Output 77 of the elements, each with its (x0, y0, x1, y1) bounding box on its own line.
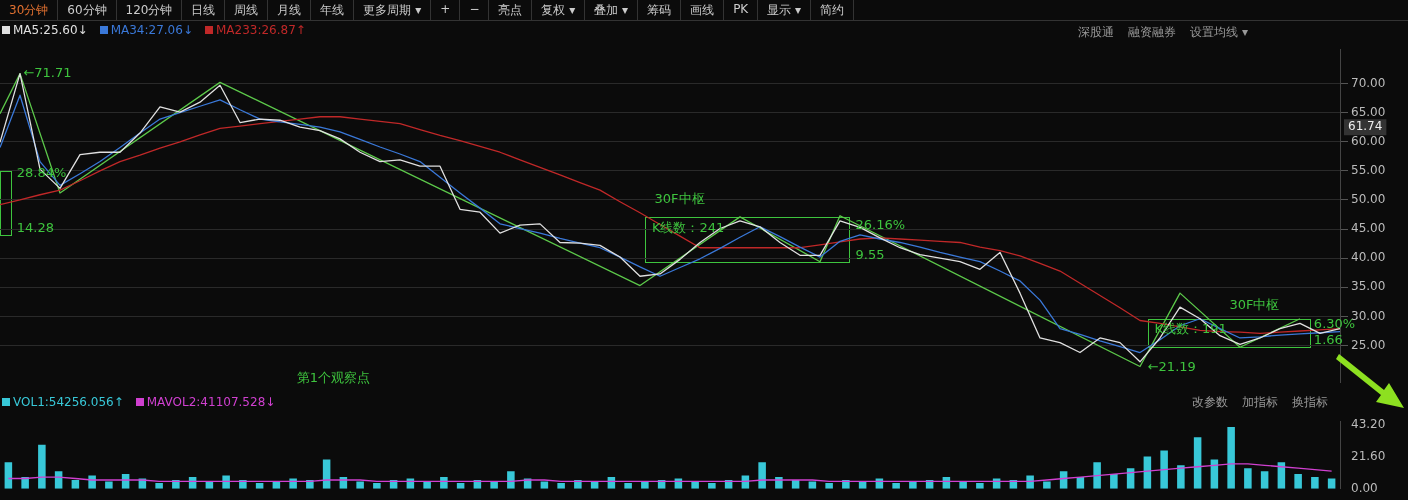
y-tick-label: 43.20 (1351, 417, 1386, 432)
bar (356, 481, 364, 489)
text: 亮点 (489, 0, 533, 20)
text: 改参数 (1192, 393, 1228, 411)
text: 日线 (182, 0, 226, 20)
y-tick-label: 55.00 (1351, 163, 1386, 177)
y-tick-label: 60.00 (1351, 133, 1386, 148)
text: 叠加 ▾ (585, 0, 639, 20)
y-tick-label: 50.00 (1351, 192, 1386, 207)
text: 周线 (225, 0, 269, 20)
annotation: 26.16% (855, 217, 906, 233)
y-tick-label: 30.00 (1351, 308, 1386, 323)
y-tick-label: 40.00 (1351, 250, 1386, 265)
legend-label: MA5:25.60↓ (13, 23, 88, 37)
bar (1244, 468, 1252, 489)
y-tick-label: 25.00 (1351, 337, 1386, 352)
bar (1177, 465, 1185, 489)
legend-label: MA34:27.06↓ (110, 23, 193, 37)
y-tick-label: 35.00 (1351, 279, 1386, 294)
annotation: 第1个观察点 (296, 369, 371, 385)
text: 年线 (311, 0, 355, 20)
text: 简约 (811, 0, 855, 20)
text: 设置均线 ▾ (1190, 24, 1248, 41)
text: 30分钟 (0, 0, 59, 20)
bar (1294, 474, 1302, 489)
text: 筹码 (638, 0, 682, 20)
text: PK (724, 0, 759, 20)
bar (1043, 481, 1051, 489)
bar (373, 482, 381, 489)
text: 画线 (681, 0, 725, 20)
text: 60分钟 (58, 0, 117, 20)
bar (105, 481, 113, 489)
bar (708, 482, 716, 489)
y-tick-label: 45.00 (1351, 221, 1386, 236)
bar (825, 482, 833, 489)
text: 120分钟 (116, 0, 183, 20)
y-tick-label: 0.00 (1351, 480, 1378, 495)
bar (557, 482, 565, 489)
bar (1110, 474, 1118, 489)
annotation: ←21.19 (1147, 359, 1196, 375)
text: 更多周期 ▾ (354, 0, 432, 20)
text: 深股通 (1078, 24, 1115, 41)
bar (155, 482, 163, 489)
legend-label: VOL1:54256.056↑ (13, 395, 124, 409)
bar (624, 482, 632, 489)
bar (1311, 477, 1319, 489)
bar (440, 477, 448, 489)
annotation: 30F中枢 (654, 191, 705, 207)
bar (38, 444, 46, 489)
text: 复权 ▾ (532, 0, 586, 20)
bar (1193, 437, 1202, 489)
y-tick-label: 65.00 (1351, 104, 1386, 119)
bar (507, 471, 515, 489)
bar (1093, 462, 1101, 489)
bar (976, 482, 984, 489)
annotation: 14.28 (16, 220, 54, 236)
text: 融资融券 (1128, 24, 1177, 41)
annotation: 9.55 (855, 246, 885, 262)
legend-label: MA233:26.87↑ (215, 23, 306, 37)
bar (892, 482, 900, 489)
bar (758, 462, 766, 489)
text: − (460, 0, 490, 20)
y-tick-label: 70.00 (1351, 75, 1386, 90)
bar (1160, 450, 1168, 489)
bar (21, 477, 29, 489)
y-tick-label: 21.60 (1351, 449, 1386, 464)
text: 61.74 (1348, 119, 1383, 134)
annotation: 30F中枢 (1229, 297, 1280, 313)
annotation: ←71.71 (23, 64, 72, 80)
text: + (431, 0, 461, 20)
text: 加指标 (1242, 393, 1278, 411)
annotation: 1.66 (1313, 332, 1343, 348)
bar (1227, 427, 1235, 489)
text: 月线 (268, 0, 312, 20)
legend-label: MAVOL2:41107.528↓ (146, 395, 276, 409)
text: 换指标 (1292, 393, 1328, 411)
text: 显示 ▾ (758, 0, 812, 20)
